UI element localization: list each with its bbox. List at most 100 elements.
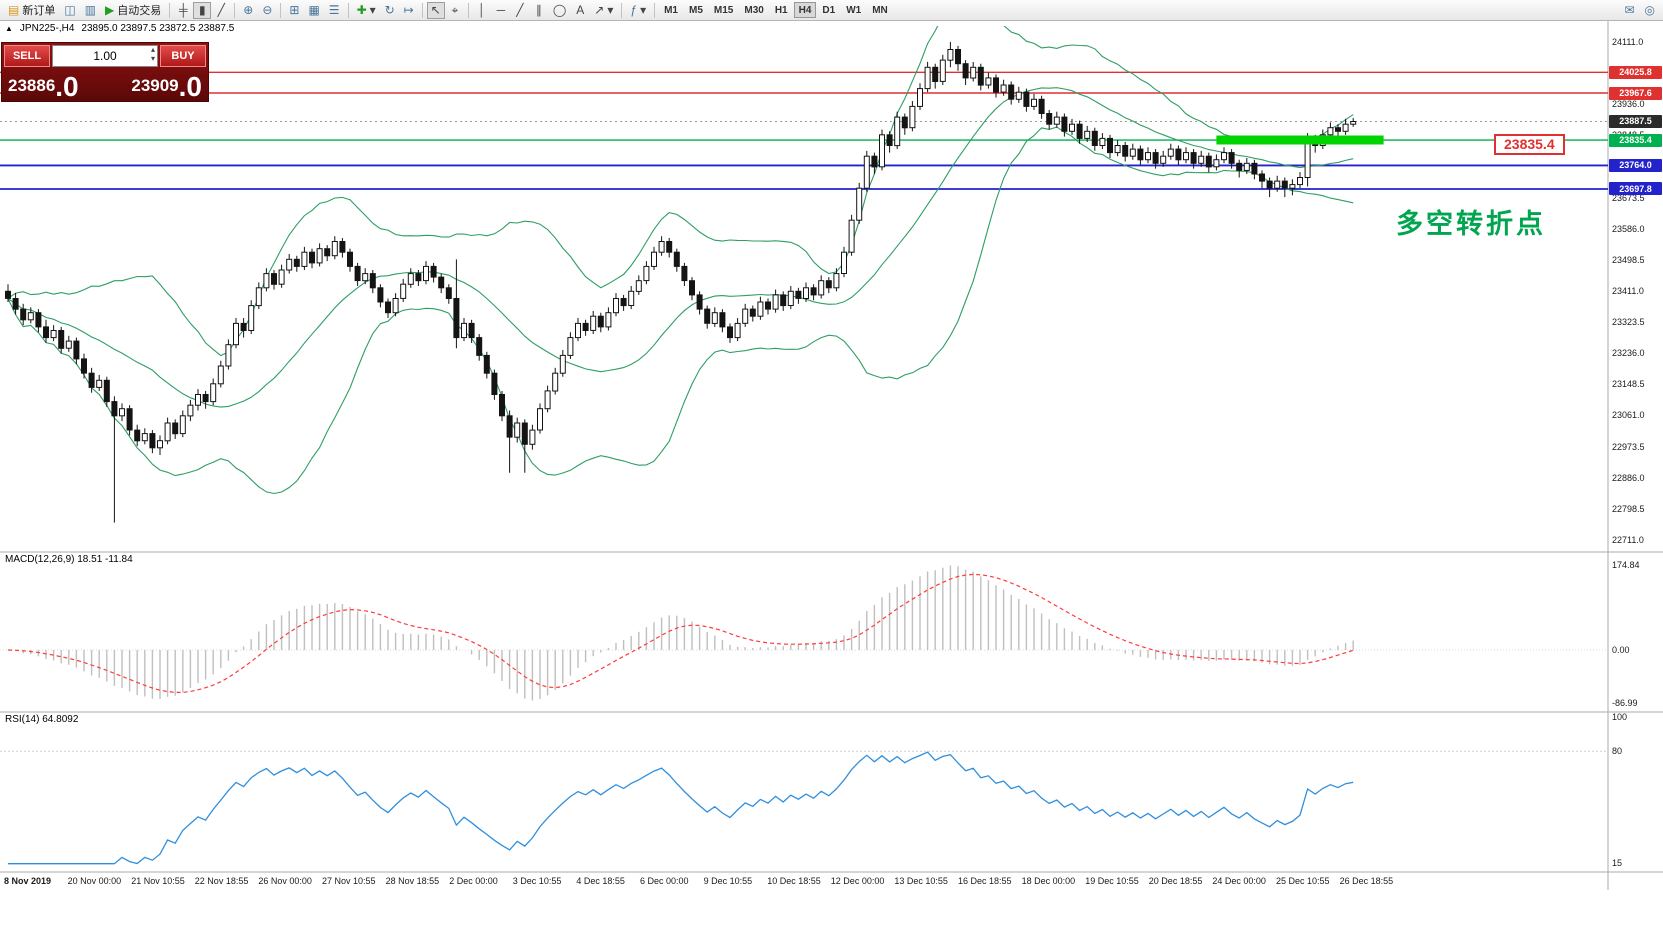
timeframe-M5[interactable]: M5 bbox=[684, 2, 708, 18]
time-axis-label[interactable]: 4 Dec 18:55 bbox=[576, 876, 625, 886]
indicators-button[interactable]: ƒ ▾ bbox=[626, 2, 650, 19]
time-axis-label[interactable]: 28 Nov 18:55 bbox=[385, 876, 440, 886]
chevron-down-icon: ▾ bbox=[640, 3, 647, 17]
buy-price: 23909.0 bbox=[131, 71, 202, 102]
price-badge: 23835.4 bbox=[1609, 133, 1662, 147]
indicator-axis-label: 15 bbox=[1612, 858, 1623, 868]
time-axis-label[interactable]: 18 Dec 00:00 bbox=[1021, 876, 1076, 886]
chart-window-button[interactable]: ◫ bbox=[60, 2, 79, 19]
auto-scroll-button[interactable]: ↻ bbox=[381, 2, 399, 19]
vertical-line-button[interactable]: │ bbox=[473, 2, 491, 19]
tile-windows-button[interactable]: ⊞ bbox=[285, 2, 303, 19]
shapes-button[interactable]: ◯ bbox=[549, 2, 570, 19]
price-axis-tick: 22886.0 bbox=[1612, 472, 1645, 483]
time-axis-label[interactable]: 9 Dec 10:55 bbox=[703, 876, 753, 886]
market-watch-button[interactable]: ▥ bbox=[81, 2, 100, 19]
bar-chart-icon: ╪ bbox=[179, 3, 188, 17]
time-axis-label[interactable]: 26 Nov 00:00 bbox=[258, 876, 312, 886]
timeframe-toolbar: M1 M5 M15 M30 H1 H4 D1 W1 MN bbox=[659, 2, 893, 18]
candles-layer bbox=[5, 42, 1357, 523]
sell-button[interactable]: SELL bbox=[4, 45, 50, 67]
search-icon: ◎ bbox=[1644, 3, 1655, 17]
time-axis-label[interactable]: 6 Dec 00:00 bbox=[640, 876, 689, 886]
toolbar: ▤ 新订单 ◫ ▥ ▶ 自动交易 ╪ ▮ ╱ ⊕ ⊖ ⊞ ▦ ☰ ✚ ▾ ↻ ↦… bbox=[0, 0, 1663, 21]
new-chart-button[interactable]: ✚ ▾ bbox=[353, 2, 380, 19]
toolbar-separator bbox=[234, 2, 236, 18]
zoom-out-button[interactable]: ⊖ bbox=[258, 2, 276, 19]
time-axis-label[interactable]: 8 Nov 2019 bbox=[4, 876, 52, 886]
main-chart-pane[interactable] bbox=[0, 0, 1608, 523]
cursor-button[interactable]: ↖ bbox=[426, 1, 445, 19]
rsi-label: RSI(14) 64.8092 bbox=[5, 714, 79, 725]
arrow-tool-button[interactable]: ↗ ▾ bbox=[590, 2, 617, 19]
horizontal-line-button[interactable]: ─ bbox=[492, 2, 510, 19]
time-axis-label[interactable]: 19 Dec 10:55 bbox=[1085, 876, 1139, 886]
macd-pane[interactable] bbox=[0, 565, 1608, 701]
new-order-button[interactable]: ▤ 新订单 bbox=[4, 2, 59, 19]
line-chart-type-button[interactable]: ╱ bbox=[212, 2, 230, 19]
timeframe-H4[interactable]: H4 bbox=[793, 2, 817, 18]
chart-shift-button[interactable]: ↦ bbox=[400, 2, 418, 19]
time-axis-label[interactable]: 13 Dec 10:55 bbox=[894, 876, 948, 886]
time-axis-label[interactable]: 25 Dec 10:55 bbox=[1276, 876, 1330, 886]
price-axis-tick: 23236.0 bbox=[1612, 348, 1645, 359]
indicator-axis-label: 0.00 bbox=[1612, 644, 1630, 655]
timeframe-D1[interactable]: D1 bbox=[817, 2, 840, 18]
volume-stepper[interactable]: 1.00 ▴ ▾ bbox=[52, 45, 158, 67]
time-axis-label[interactable]: 22 Nov 18:55 bbox=[194, 876, 249, 886]
data-window-button[interactable]: ▦ bbox=[304, 2, 323, 19]
navigator-button[interactable]: ☰ bbox=[325, 2, 344, 19]
candle-chart-type-button[interactable]: ▮ bbox=[193, 1, 212, 19]
channel-button[interactable]: ∥ bbox=[530, 2, 548, 19]
algo-trading-button[interactable]: ▶ 自动交易 bbox=[101, 2, 165, 19]
chevron-down-icon: ▾ bbox=[607, 3, 614, 17]
chat-button[interactable]: ✉ bbox=[1620, 2, 1638, 19]
time-axis-label[interactable]: 20 Nov 00:00 bbox=[67, 876, 122, 886]
time-axis-label[interactable]: 27 Nov 10:55 bbox=[322, 876, 376, 886]
toolbar-separator bbox=[467, 2, 469, 18]
timeframe-H1[interactable]: H1 bbox=[770, 2, 793, 18]
volume-up-icon[interactable]: ▴ bbox=[150, 45, 155, 54]
cursor-icon: ↖ bbox=[430, 3, 441, 17]
text-tool-button[interactable]: A bbox=[571, 2, 589, 19]
indicator-axis-label: 174.84 bbox=[1612, 560, 1640, 570]
price-axis-tick: 23498.5 bbox=[1612, 254, 1645, 265]
time-axis-label[interactable]: 12 Dec 00:00 bbox=[830, 876, 885, 886]
volume-down-icon[interactable]: ▾ bbox=[150, 54, 155, 63]
chevron-down-icon: ▾ bbox=[369, 3, 376, 17]
timeframe-W1[interactable]: W1 bbox=[841, 2, 866, 18]
bollinger-upper-band bbox=[7, 26, 1354, 357]
crosshair-button[interactable]: ⌖ bbox=[446, 2, 464, 19]
price-axis-tick: 22973.5 bbox=[1612, 441, 1645, 452]
trendline-icon: ╱ bbox=[516, 3, 524, 17]
time-axis-label[interactable]: 21 Nov 10:55 bbox=[131, 876, 185, 886]
price-axis-tick: 23586.0 bbox=[1612, 223, 1645, 234]
time-axis-label[interactable]: 16 Dec 18:55 bbox=[958, 876, 1012, 886]
text-tool-icon: A bbox=[576, 3, 585, 17]
time-axis-label[interactable]: 24 Dec 00:00 bbox=[1212, 876, 1266, 886]
timeframe-M30[interactable]: M30 bbox=[739, 2, 768, 18]
timeframe-M15[interactable]: M15 bbox=[709, 2, 738, 18]
timeframe-MN[interactable]: MN bbox=[867, 2, 893, 18]
chart-annotation-text: 多空转折点 bbox=[1396, 209, 1546, 239]
buy-button[interactable]: BUY bbox=[160, 45, 206, 67]
auto-scroll-icon: ↻ bbox=[384, 3, 395, 17]
rsi-pane[interactable] bbox=[0, 750, 1608, 865]
macd-signal-line bbox=[7, 573, 1354, 694]
price-text-label[interactable]: 23835.4 bbox=[1494, 134, 1565, 155]
zoom-in-button[interactable]: ⊕ bbox=[239, 2, 257, 19]
one-click-toggle-icon[interactable]: ▲ bbox=[5, 24, 13, 33]
candlestick-chart-icon: ▮ bbox=[198, 3, 206, 17]
time-axis-label[interactable]: 10 Dec 18:55 bbox=[767, 876, 821, 886]
chart-window-icon: ◫ bbox=[64, 3, 76, 17]
bar-chart-type-button[interactable]: ╪ bbox=[174, 2, 192, 19]
time-axis-label[interactable]: 3 Dec 10:55 bbox=[512, 876, 562, 886]
time-axis-label[interactable]: 20 Dec 18:55 bbox=[1148, 876, 1203, 886]
time-axis-label[interactable]: 2 Dec 00:00 bbox=[449, 876, 498, 886]
search-button[interactable]: ◎ bbox=[1641, 2, 1659, 19]
time-axis-label[interactable]: 26 Dec 18:55 bbox=[1339, 876, 1394, 886]
rsi-line bbox=[8, 751, 1354, 865]
timeframe-M1[interactable]: M1 bbox=[659, 2, 683, 18]
trendline-button[interactable]: ╱ bbox=[511, 2, 529, 19]
